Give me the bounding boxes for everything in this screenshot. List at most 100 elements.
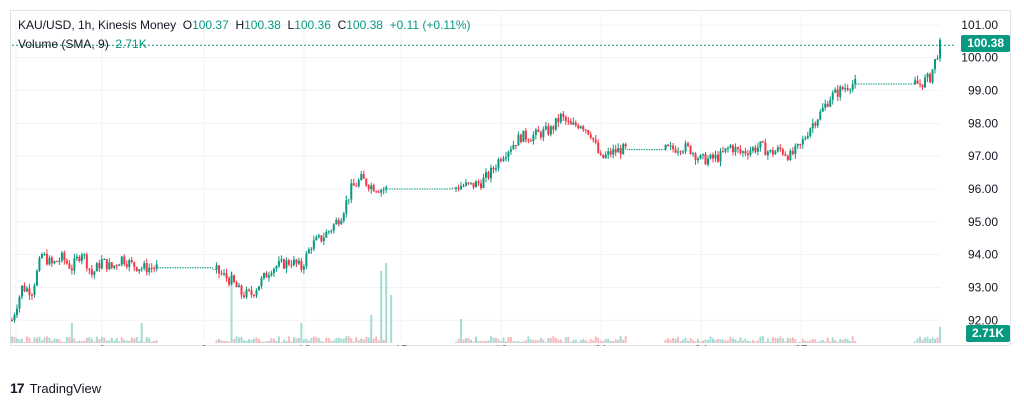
- volume-bar: [65, 337, 68, 343]
- volume-bar: [931, 337, 934, 343]
- volume-bar: [851, 336, 854, 343]
- volume-bar: [507, 336, 510, 343]
- candle-body: [465, 182, 468, 186]
- candle-body: [796, 143, 799, 146]
- volume-bar: [759, 336, 762, 343]
- candle-body: [587, 130, 590, 135]
- volume-bar: [465, 338, 468, 343]
- candle-body: [577, 125, 580, 129]
- candle-body: [846, 88, 849, 90]
- volume-bar: [322, 341, 325, 343]
- volume-bar: [811, 338, 814, 343]
- high-label: H: [235, 18, 245, 32]
- volume-bar: [100, 336, 103, 343]
- volume-bar: [504, 341, 507, 343]
- candle-body: [275, 266, 278, 269]
- volume-bar: [602, 340, 605, 343]
- volume-bar: [849, 341, 852, 343]
- volume-bar: [779, 336, 782, 343]
- candle-body: [228, 278, 231, 285]
- candle-body: [579, 126, 582, 129]
- candle-body: [310, 248, 313, 250]
- volume-bar: [587, 341, 590, 343]
- candle-body: [292, 259, 295, 266]
- footer[interactable]: 17 TradingView: [10, 380, 101, 396]
- candle-body: [554, 118, 557, 130]
- volume-bar: [110, 337, 113, 343]
- candle-body: [499, 159, 502, 161]
- close-label: C: [337, 18, 347, 32]
- candle-body: [355, 185, 358, 187]
- candle-body: [781, 149, 784, 155]
- candle-body: [45, 253, 48, 265]
- candle-body: [519, 134, 522, 143]
- price-chart[interactable]: 101.00 100.00 99.00 98.00 97.00 96.00 95.00 94.…: [10, 10, 1011, 346]
- volume-bar: [744, 338, 747, 343]
- candle-body: [300, 260, 303, 270]
- candle-body: [539, 132, 542, 138]
- candle-body: [609, 151, 612, 155]
- y-tick-label: 92.00: [968, 313, 998, 327]
- candle-body: [108, 262, 111, 270]
- volume-bar: [55, 338, 58, 343]
- volume-bar: [95, 336, 98, 343]
- candle-body: [829, 99, 832, 107]
- candle-body: [684, 143, 687, 152]
- x-tick-label: 12: [297, 343, 311, 346]
- volume-bar: [589, 338, 592, 343]
- candle-body: [88, 268, 91, 270]
- candle-body: [247, 289, 250, 291]
- volume-bar: [711, 338, 714, 343]
- volume-bar: [684, 337, 687, 343]
- volume-bar: [689, 338, 692, 343]
- candle-body: [475, 181, 477, 188]
- candle-body: [382, 189, 385, 191]
- volume-bar: [467, 338, 470, 343]
- candle-body: [497, 159, 500, 169]
- candle-body: [467, 182, 470, 184]
- candle-body: [612, 149, 615, 155]
- volume-bar: [75, 341, 78, 343]
- candle-body: [624, 144, 627, 147]
- volume-spike: [370, 315, 373, 343]
- candle-body: [604, 154, 607, 158]
- volume-value: 2.71K: [115, 37, 147, 51]
- volume-bar: [916, 338, 919, 343]
- volume-bar: [260, 341, 263, 343]
- volume-bar: [325, 337, 328, 343]
- candle-body: [35, 270, 38, 286]
- volume-bar: [664, 339, 667, 343]
- volume-bar: [929, 338, 932, 343]
- x-tick-label: 9: [201, 343, 208, 346]
- volume-bar: [492, 337, 495, 343]
- candle-body: [93, 271, 96, 275]
- candle-body: [669, 145, 672, 147]
- candle-body: [594, 139, 597, 143]
- candle-body: [270, 273, 273, 276]
- volume-bar: [320, 340, 323, 343]
- low-label: L: [287, 18, 295, 32]
- candle-body: [934, 59, 937, 70]
- volume-bar: [155, 340, 158, 343]
- volume-bar: [512, 340, 515, 343]
- candle-body: [527, 139, 530, 141]
- candle-body: [699, 155, 702, 159]
- candle-body: [60, 252, 63, 261]
- volume-bar: [90, 338, 93, 343]
- candle-body: [65, 260, 68, 264]
- volume-bar: [751, 339, 754, 343]
- volume-bar: [714, 340, 717, 343]
- candle-body: [731, 145, 734, 153]
- candle-body: [492, 167, 495, 170]
- volume-bar: [801, 338, 804, 343]
- volume-bar: [489, 336, 492, 343]
- candle-body: [919, 83, 922, 85]
- candle-body: [53, 261, 56, 264]
- candle-body: [562, 113, 565, 117]
- volume-spike: [390, 295, 393, 343]
- y-tick-label: 93.00: [968, 280, 998, 294]
- candle-body: [607, 151, 610, 155]
- volume-bar: [98, 339, 101, 343]
- volume-bar: [472, 341, 475, 343]
- candle-body: [849, 89, 852, 91]
